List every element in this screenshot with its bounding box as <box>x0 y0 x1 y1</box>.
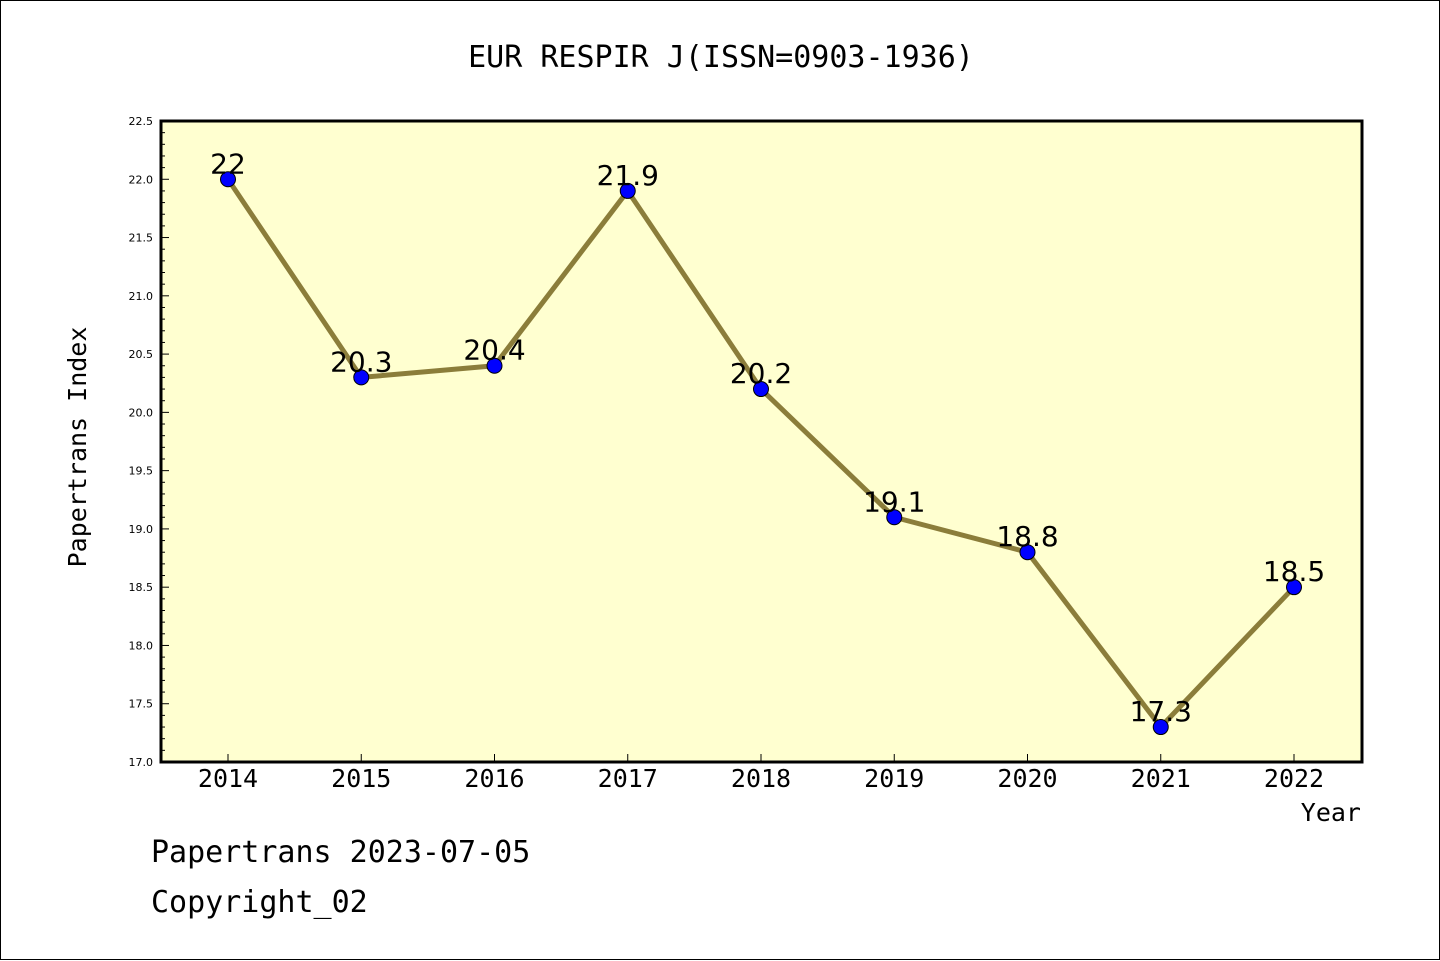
data-point <box>1286 579 1302 596</box>
data-label: 17.3 <box>1130 695 1192 728</box>
data-label: 20.4 <box>463 334 525 367</box>
data-point <box>753 381 769 398</box>
plot-area <box>159 119 1364 764</box>
y-tick-label: 19.5 <box>129 465 154 478</box>
series-markers <box>220 171 1302 736</box>
y-tick-label: 18.5 <box>129 581 154 594</box>
y-tick-label: 17.0 <box>129 756 154 769</box>
data-label: 21.9 <box>597 159 659 192</box>
chart-title: EUR RESPIR J(ISSN=0903-1936) <box>468 40 974 75</box>
y-tick-label: 21.5 <box>129 232 154 245</box>
x-tick-label: 2019 <box>864 764 924 793</box>
y-tick-label: 20.5 <box>129 348 154 361</box>
x-tick-label: 2017 <box>598 764 658 793</box>
x-axis: 2014 2015 2016 2017 2018 2019 2020 2021 2022 <box>198 754 1324 793</box>
data-label: 18.8 <box>996 520 1058 553</box>
y-tick-label: 22.0 <box>129 173 154 186</box>
x-tick-label: 2018 <box>731 764 791 793</box>
x-tick-label: 2022 <box>1264 764 1324 793</box>
footer-copyright: Copyright_02 <box>151 885 368 920</box>
x-tick-label: 2020 <box>997 764 1057 793</box>
data-point <box>220 171 236 188</box>
y-tick-label: 19.0 <box>129 523 154 536</box>
data-label: 20.2 <box>730 357 792 390</box>
y-tick-label: 18.0 <box>129 639 154 652</box>
data-label: 18.5 <box>1263 555 1325 588</box>
data-point <box>353 369 370 386</box>
data-point <box>1152 719 1169 736</box>
data-point <box>886 509 903 526</box>
x-tick-label: 2016 <box>464 764 524 793</box>
y-axis-label: Papertrans Index <box>63 327 92 568</box>
data-point <box>1019 544 1036 561</box>
data-point <box>619 182 636 199</box>
y-tick-label: 21.0 <box>129 290 154 303</box>
y-tick-label: 20.0 <box>129 406 154 419</box>
data-label: 22 <box>210 147 246 180</box>
x-axis-label: Year <box>1301 798 1361 827</box>
x-tick-label: 2015 <box>331 764 391 793</box>
data-label: 19.1 <box>863 485 925 518</box>
data-point <box>486 357 503 374</box>
y-tick-label: 17.5 <box>129 698 154 711</box>
footer-date: Papertrans 2023-07-05 <box>151 835 531 870</box>
y-tick-label: 22.5 <box>129 115 154 128</box>
x-tick-label: 2021 <box>1131 764 1191 793</box>
y-axis: 17.0 17.5 18.0 18.5 19.0 19.5 20.0 20.5 21.0 21.5… <box>129 115 169 769</box>
data-labels: 22 20.3 20.4 21.9 20.2 19.1 18.8 17.3 18.5 <box>210 147 1325 728</box>
data-label: 20.3 <box>330 345 392 378</box>
x-tick-label: 2014 <box>198 764 258 793</box>
